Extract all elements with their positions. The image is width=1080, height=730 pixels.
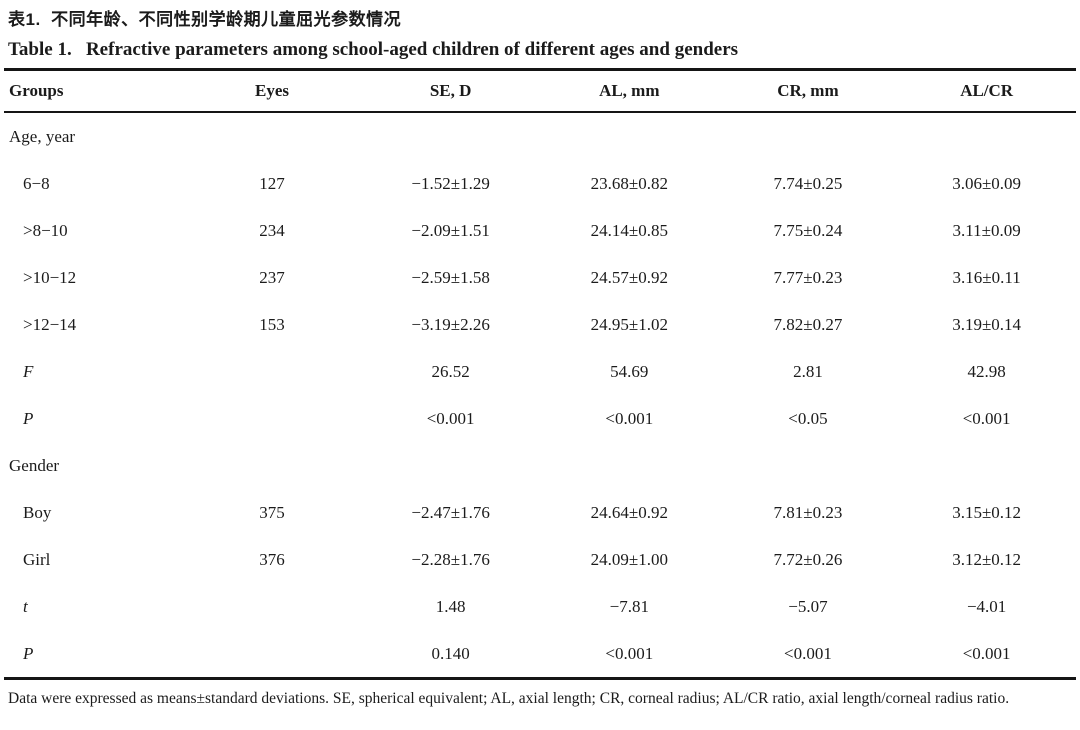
cell [361, 112, 540, 160]
cell-alcr: 3.11±0.09 [952, 220, 1021, 240]
cell [897, 442, 1076, 489]
cell-eyes [183, 348, 362, 395]
cell-eyes: 234 [259, 220, 285, 240]
cell-cr: <0.001 [784, 643, 832, 663]
cell-cr: 7.75±0.24 [773, 220, 843, 240]
cell-eyes [183, 583, 362, 630]
cell [540, 442, 719, 489]
cell [183, 112, 362, 160]
cell-cr: 7.72±0.26 [773, 549, 843, 569]
cell [719, 442, 898, 489]
row-label: >12−14 [23, 314, 77, 334]
cell-al: 24.09±1.00 [590, 549, 668, 569]
table-row-gender-p-value: P 0.140 <0.001 <0.001 <0.001 [4, 630, 1076, 679]
cell-alcr: <0.001 [962, 408, 1011, 428]
table-row-section-age: Age, year [4, 112, 1076, 160]
cell-al: 23.68±0.82 [590, 173, 668, 193]
cell-se: 1.48 [435, 596, 466, 616]
cell-alcr: −4.01 [966, 596, 1007, 616]
column-header-eyes: Eyes [254, 81, 289, 100]
column-header-se: SE, D [429, 81, 472, 100]
header-row: Groups Eyes SE, D AL, mm CR, mm AL/CR [4, 69, 1076, 112]
cell-al: 24.64±0.92 [590, 502, 668, 522]
cell-eyes [183, 395, 362, 442]
cell [719, 112, 898, 160]
row-label: P [23, 408, 34, 428]
cell-alcr: 3.19±0.14 [952, 314, 1022, 334]
table-row-boy: Boy 375 −2.47±1.76 24.64±0.92 7.81±0.23 … [4, 489, 1076, 536]
table-body: Age, year 6−8 127 −1.52±1.29 23.68±0.82 … [4, 112, 1076, 679]
cell-cr: 2.81 [793, 361, 823, 381]
table-row-age-12-14: >12−14 153 −3.19±2.26 24.95±1.02 7.82±0.… [4, 301, 1076, 348]
cell-alcr: <0.001 [962, 643, 1011, 663]
row-label: F [23, 361, 34, 381]
column-header-al: AL, mm [599, 81, 660, 100]
row-label: >8−10 [23, 220, 68, 240]
row-label: P [23, 643, 34, 663]
row-label: Boy [23, 502, 52, 522]
cell [361, 442, 540, 489]
cell-al: −7.81 [609, 596, 649, 616]
table-row-gender-t-statistic: t 1.48 −7.81 −5.07 −4.01 [4, 583, 1076, 630]
cell-alcr: 3.16±0.11 [952, 267, 1021, 287]
table-row-girl: Girl 376 −2.28±1.76 24.09±1.00 7.72±0.26… [4, 536, 1076, 583]
cell-eyes [183, 630, 362, 679]
cell [897, 112, 1076, 160]
table-footnote: Data were expressed as means±standard de… [8, 690, 1010, 707]
cell-eyes: 127 [259, 173, 285, 193]
cell-alcr: 42.98 [967, 361, 1006, 381]
cell-eyes: 237 [259, 267, 285, 287]
row-label: Girl [23, 549, 51, 569]
cell-cr: 7.82±0.27 [773, 314, 843, 334]
cell-se: <0.001 [426, 408, 475, 428]
cell-eyes: 375 [259, 502, 285, 522]
table-row-age-f-statistic: F 26.52 54.69 2.81 42.98 [4, 348, 1076, 395]
cell-cr: <0.05 [788, 408, 828, 428]
cell-se: −3.19±2.26 [411, 314, 490, 334]
cell-cr: 7.77±0.23 [773, 267, 843, 287]
row-label: >10−12 [23, 267, 77, 287]
table-row-section-gender: Gender [4, 442, 1076, 489]
cell-alcr: 3.12±0.12 [952, 549, 1022, 569]
cell-se: 0.140 [431, 643, 470, 663]
cell-al: 24.14±0.85 [590, 220, 668, 240]
cell-al: <0.001 [605, 643, 654, 663]
cell-eyes: 376 [259, 549, 285, 569]
cell-se: −1.52±1.29 [411, 173, 490, 193]
cell-al: 24.95±1.02 [590, 314, 668, 334]
table-row-age-p-value: P <0.001 <0.001 <0.05 <0.001 [4, 395, 1076, 442]
table-row-age-6-8: 6−8 127 −1.52±1.29 23.68±0.82 7.74±0.25 … [4, 160, 1076, 207]
cell-cr: 7.81±0.23 [773, 502, 843, 522]
row-label: Gender [9, 455, 60, 475]
cell [540, 112, 719, 160]
cell-se: −2.59±1.58 [411, 267, 490, 287]
cell-cr: −5.07 [788, 596, 828, 616]
cell-se: −2.09±1.51 [411, 220, 490, 240]
row-label: Age, year [9, 126, 76, 146]
cell-eyes: 153 [259, 314, 285, 334]
cell-se: −2.28±1.76 [411, 549, 490, 569]
cell-alcr: 3.06±0.09 [952, 173, 1022, 193]
column-header-alcr: AL/CR [960, 81, 1014, 100]
cell-alcr: 3.15±0.12 [952, 502, 1022, 522]
column-header-groups: Groups [9, 81, 64, 100]
column-header-cr: CR, mm [777, 81, 839, 100]
cell-se: 26.52 [431, 361, 470, 381]
cell-al: 24.57±0.92 [590, 267, 668, 287]
table-title-english: Table 1. Refractive parameters among sch… [8, 39, 739, 60]
table-row-age-8-10: >8−10 234 −2.09±1.51 24.14±0.85 7.75±0.2… [4, 207, 1076, 254]
refractive-parameters-table: Groups Eyes SE, D AL, mm CR, mm AL/CR Ag… [4, 68, 1076, 680]
row-label: t [23, 596, 28, 616]
cell-cr: 7.74±0.25 [773, 173, 843, 193]
cell-al: 54.69 [610, 361, 649, 381]
table-title-chinese: 表1. 不同年龄、不同性别学龄期儿童屈光参数情况 [8, 10, 402, 29]
cell [183, 442, 362, 489]
row-label: 6−8 [23, 173, 50, 193]
table-row-age-10-12: >10−12 237 −2.59±1.58 24.57±0.92 7.77±0.… [4, 254, 1076, 301]
cell-al: <0.001 [605, 408, 654, 428]
table-header: Groups Eyes SE, D AL, mm CR, mm AL/CR [4, 69, 1076, 112]
cell-se: −2.47±1.76 [411, 502, 490, 522]
